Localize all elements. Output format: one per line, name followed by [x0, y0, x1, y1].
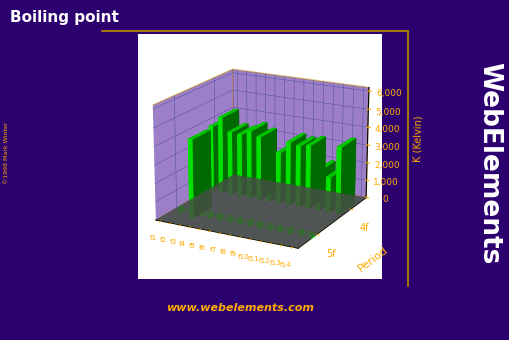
Text: www.webelements.com: www.webelements.com [165, 303, 313, 313]
Text: WebElements: WebElements [475, 62, 501, 265]
Text: Boiling point: Boiling point [10, 10, 119, 25]
Y-axis label: Period: Period [355, 245, 389, 274]
Text: ©1998 Mark Winter: ©1998 Mark Winter [4, 122, 9, 184]
